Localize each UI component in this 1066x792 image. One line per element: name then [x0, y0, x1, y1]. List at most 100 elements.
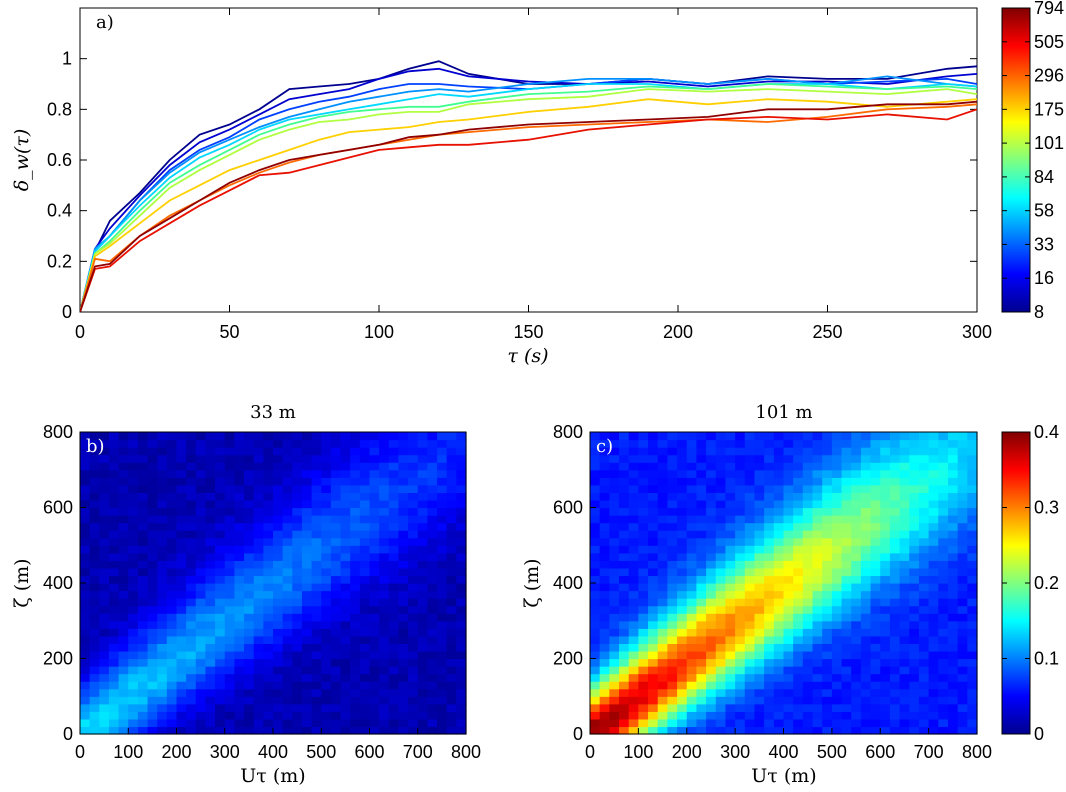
panel-c-cell [590, 567, 601, 577]
panel-b-ytick-label: 600 [43, 498, 73, 518]
panel-b-cell [330, 515, 342, 524]
panel-c-cell [619, 552, 630, 561]
panel-b-cell [137, 613, 149, 622]
panel-c-cell [628, 567, 639, 577]
panel-c-cell [851, 492, 862, 501]
panel-b-cell [176, 613, 187, 622]
panel-c-cell [851, 462, 862, 471]
panel-c-cell [909, 432, 920, 441]
panel-b-cell [456, 718, 467, 728]
panel-c-cell [870, 522, 881, 531]
panel-b-cell [108, 439, 120, 448]
panel-c-cell [648, 650, 659, 660]
panel-b-cell [195, 681, 207, 690]
panel-b-cell [108, 650, 120, 660]
panel-c-cell [802, 688, 814, 697]
panel-c-cell [880, 522, 891, 531]
panel-b-cell [388, 552, 400, 561]
panel-b-cell [224, 507, 235, 516]
panel-b-cell [186, 575, 197, 584]
panel-b-cell [176, 583, 187, 592]
panel-c-cell [947, 583, 959, 592]
panel-c-cell [744, 681, 756, 690]
panel-c-cell [648, 620, 659, 629]
panel-b-cell [166, 643, 178, 652]
panel-b-cell [292, 462, 303, 471]
panel-b-cell [118, 598, 129, 607]
panel-c-cell [715, 432, 727, 441]
panel-b-cell [408, 499, 419, 509]
panel-b-cell [263, 718, 274, 728]
panel-b-cell [321, 598, 332, 607]
panel-c-cell [909, 522, 920, 531]
panel-c-cell [619, 718, 630, 728]
panel-b-cell [321, 545, 332, 554]
panel-c-cell [764, 567, 775, 577]
panel-c-cell [638, 575, 649, 584]
panel-c-cell [957, 567, 968, 577]
panel-c-cell [619, 484, 630, 493]
panel-b-cell [186, 552, 197, 561]
panel-b-cell [166, 522, 178, 531]
panel-b-cell [215, 696, 226, 705]
panel-b-cell [398, 499, 409, 509]
panel-c-cell [909, 598, 920, 607]
panel-c-cell [841, 681, 852, 690]
panel-c-cell [899, 484, 910, 493]
panel-b-cell [456, 650, 467, 660]
panel-c-cell [773, 477, 785, 486]
panel-b-cell [427, 462, 438, 471]
panel-c-cell [812, 666, 823, 675]
panel-b-cell [301, 567, 313, 577]
panel-c-cell [657, 567, 669, 577]
panel-a-series-line [80, 60, 977, 312]
panel-c-cell [889, 650, 901, 660]
panel-b-cell [340, 530, 351, 539]
panel-c-cell [957, 696, 968, 705]
panel-c-cell [590, 432, 601, 441]
panel-b-cell [195, 447, 207, 456]
panel-b-cell [128, 469, 139, 478]
panel-b-cell [456, 666, 467, 675]
panel-c-cell [609, 650, 620, 660]
panel-b-cell [89, 666, 100, 675]
panel-b-cell [301, 605, 313, 614]
panel-a-series-line [80, 83, 977, 312]
panel-b-cell [157, 530, 168, 539]
panel-b-cell [311, 590, 322, 599]
panel-c-cell [696, 628, 707, 637]
panel-c-cell [889, 688, 901, 697]
panel-c-cell [628, 673, 639, 682]
panel-c-cell [831, 688, 843, 697]
panel-c-cell [744, 673, 756, 682]
panel-b-cell [321, 537, 332, 546]
panel-c-cell [715, 628, 727, 637]
panel-b-cell [282, 650, 293, 660]
panel-c-cell [754, 432, 765, 441]
panel-b-cell [379, 718, 390, 728]
panel-c-cell [657, 688, 669, 697]
panel-c-cell [841, 432, 852, 441]
panel-b-cell [186, 545, 197, 554]
panel-c-cell [619, 628, 630, 637]
panel-b-cell [311, 492, 322, 501]
panel-b-cell [147, 484, 158, 493]
panel-b-cell [215, 711, 226, 720]
panel-b-cell [330, 552, 342, 561]
panel-b-cell [215, 726, 226, 735]
panel-c-cell [696, 673, 707, 682]
panel-b-cell [301, 628, 313, 637]
panel-c-cell [802, 703, 814, 712]
panel-c-cell [657, 696, 669, 705]
panel-b-cell [398, 658, 409, 667]
panel-c-cell [619, 439, 630, 448]
panel-c-cell [899, 688, 910, 697]
panel-b-cell [321, 447, 332, 456]
panel-c-cell [928, 688, 939, 697]
panel-b-cell [321, 462, 332, 471]
panel-b-cell [186, 590, 197, 599]
panel-c-cell [909, 666, 920, 675]
panel-c-cell [918, 666, 930, 675]
panel-c-cell [764, 477, 775, 486]
panel-c-cell [599, 688, 610, 697]
